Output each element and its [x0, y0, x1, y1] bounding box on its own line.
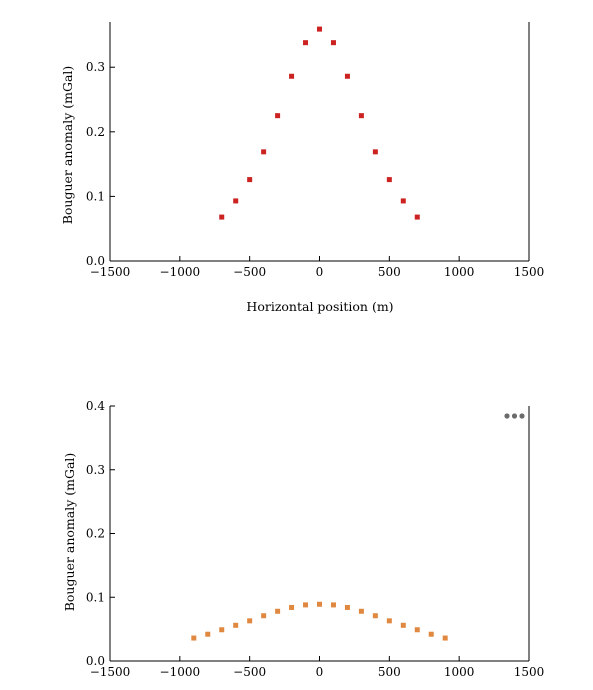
chart-bottom-y-axis-title: Bouguer anomaly (mGal): [62, 453, 77, 612]
data-point: [247, 618, 253, 624]
data-point: [442, 635, 448, 641]
chart-top: Bouguer anomaly (mGal) Horizontal positi…: [60, 22, 544, 314]
data-point: [372, 149, 378, 155]
x-tick-label: −500: [233, 665, 266, 679]
x-tick-label: 0: [316, 265, 324, 279]
x-tick-label: −1500: [90, 665, 131, 679]
data-point: [414, 627, 420, 633]
data-point: [233, 622, 239, 628]
x-tick-label: 500: [378, 265, 401, 279]
chart-top-y-axis-title: Bouguer anomaly (mGal): [60, 66, 75, 225]
data-point: [191, 635, 197, 641]
data-point: [317, 601, 322, 607]
data-point: [344, 73, 350, 79]
data-point: [330, 40, 336, 46]
y-tick-label: 0.1: [86, 590, 105, 604]
data-point: [219, 627, 225, 633]
data-point: [428, 631, 434, 637]
data-point: [303, 40, 309, 46]
data-point: [372, 613, 378, 619]
data-point: [303, 602, 309, 608]
data-point: [344, 604, 350, 610]
y-tick-label: 0.2: [86, 125, 105, 139]
data-point: [358, 608, 364, 614]
data-point: [247, 177, 253, 183]
data-point: [205, 631, 211, 637]
y-tick-label: 0.4: [86, 399, 105, 413]
data-point: [275, 608, 281, 614]
x-tick-label: 1000: [444, 665, 475, 679]
x-tick-label: −1000: [160, 665, 201, 679]
data-point: [289, 73, 295, 79]
data-point: [386, 618, 392, 624]
chart-top-x-axis-title: Horizontal position (m): [246, 299, 393, 314]
data-point: [400, 198, 406, 204]
data-point: [400, 622, 406, 628]
y-tick-label: 0.3: [86, 463, 105, 477]
y-tick-label: 0.1: [86, 189, 105, 203]
data-point: [261, 149, 267, 155]
y-tick-label: 0.2: [86, 527, 105, 541]
y-tick-label: 0.0: [86, 254, 105, 268]
x-tick-label: 1500: [514, 265, 545, 279]
chart-bottom: Bouguer anomaly (mGal) −1500 −1000 −500 0 50…: [62, 399, 544, 679]
y-tick-label: 0.0: [86, 654, 105, 668]
x-tick-label: 500: [378, 665, 401, 679]
data-point: [317, 26, 322, 32]
data-point: [414, 214, 420, 220]
data-point: [289, 604, 295, 610]
x-tick-label: 1000: [444, 265, 475, 279]
x-tick-label: −1000: [160, 265, 201, 279]
data-point: [330, 602, 336, 608]
ellipsis-icon[interactable]: [504, 413, 525, 419]
x-tick-label: 0: [316, 665, 324, 679]
x-tick-label: 1500: [514, 665, 545, 679]
y-tick-label: 0.3: [86, 60, 105, 74]
data-point: [358, 113, 364, 119]
data-point: [261, 613, 267, 619]
x-tick-label: −1500: [90, 265, 131, 279]
x-tick-label: −500: [233, 265, 266, 279]
data-point: [386, 177, 392, 183]
data-point: [219, 214, 225, 220]
data-point: [275, 113, 281, 119]
data-point: [233, 198, 239, 204]
